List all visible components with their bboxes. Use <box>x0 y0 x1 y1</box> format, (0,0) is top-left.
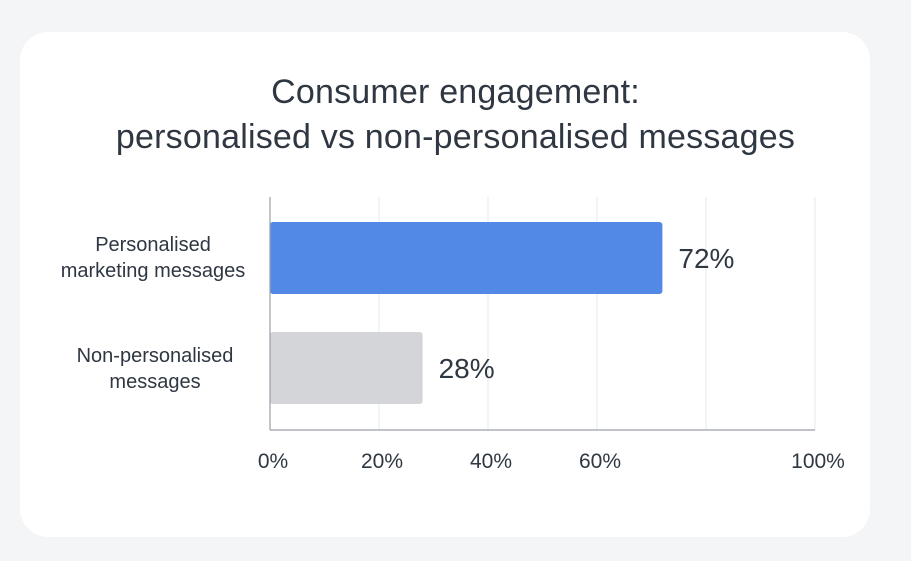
axes <box>269 197 815 431</box>
bar <box>270 332 423 404</box>
x-tick-label: 40% <box>470 450 512 473</box>
value-labels: 72% 28% <box>439 243 735 384</box>
chart-title: Consumer engagement: personalised vs non… <box>0 70 911 160</box>
bar <box>270 222 663 294</box>
x-tick-label: 0% <box>258 450 288 473</box>
category-label-line: messages <box>109 371 201 393</box>
x-tick-label: 60% <box>579 450 621 473</box>
bars <box>270 222 663 404</box>
x-tick-label: 100% <box>791 450 845 473</box>
bar-value-label: 72% <box>678 243 734 274</box>
x-tick-label: 20% <box>361 450 403 473</box>
chart-title-line-2: personalised vs non-personalised message… <box>115 118 796 156</box>
x-tick-labels: 0% 20% 40% 60% 100% <box>258 450 845 473</box>
category-label-line: Personalised <box>95 234 211 256</box>
category-label-line: marketing messages <box>60 260 246 282</box>
category-label-line: Non-personalised <box>76 345 234 367</box>
bar-value-label: 28% <box>439 353 495 384</box>
chart-title-line-1: Consumer engagement: <box>271 73 640 111</box>
category-label-personalised: Personalised marketing messages <box>33 232 273 284</box>
category-label-non-personalised: Non-personalised messages <box>35 343 275 395</box>
